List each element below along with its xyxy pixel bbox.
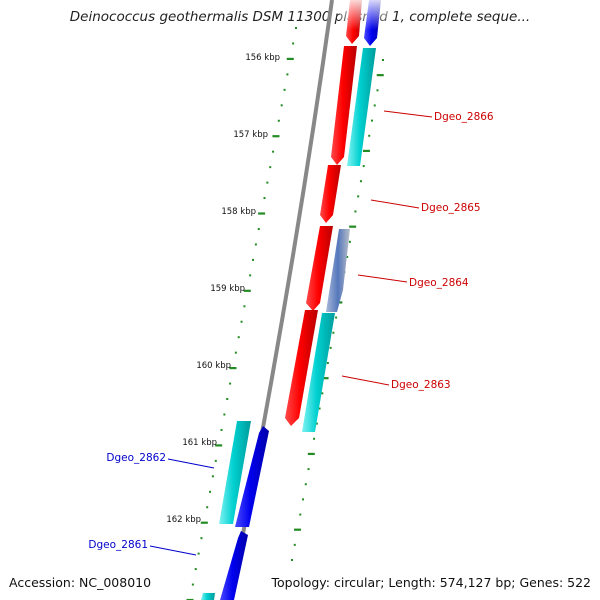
gene-features xyxy=(201,0,390,600)
kbp-label: 159 kbp xyxy=(210,284,245,294)
cds-dgeo-2863[interactable] xyxy=(302,313,335,432)
gene-dgeo-2862[interactable] xyxy=(235,426,269,527)
gene-label-dgeo-2865[interactable]: Dgeo_2865 xyxy=(421,202,481,214)
cds-dgeo-2866[interactable] xyxy=(347,48,376,166)
gene-labels: Dgeo_2866 Dgeo_2865 Dgeo_2864 Dgeo_2863 … xyxy=(88,111,494,551)
kbp-label: 160 kbp xyxy=(196,361,231,371)
gene-label-dgeo-2863[interactable]: Dgeo_2863 xyxy=(391,379,451,391)
kbp-label: 158 kbp xyxy=(221,207,256,217)
gene-label-dgeo-2866[interactable]: Dgeo_2866 xyxy=(434,111,494,123)
gene-dgeo-2861[interactable] xyxy=(220,531,248,600)
gene-label-dgeo-2861[interactable]: Dgeo_2861 xyxy=(88,539,148,551)
cds-dgeo-2861[interactable] xyxy=(201,593,215,600)
gene-dgeo-2863[interactable] xyxy=(285,310,318,426)
gene-dgeo-2864[interactable] xyxy=(306,226,333,311)
gene-label-leaders xyxy=(149,110,433,556)
kbp-label: 157 kbp xyxy=(233,130,268,140)
gene-dgeo-2866[interactable] xyxy=(331,46,357,165)
kbp-scale-labels: 156 kbp 157 kbp 158 kbp 159 kbp 160 kbp … xyxy=(166,53,280,525)
kbp-label: 161 kbp xyxy=(182,438,217,448)
cds-dgeo-2862[interactable] xyxy=(219,421,251,524)
accession-label: Accession: NC_008010 xyxy=(9,575,152,590)
kbp-label: 162 kbp xyxy=(166,515,201,525)
gene-label-dgeo-2862[interactable]: Dgeo_2862 xyxy=(106,452,166,464)
gene-dgeo-2865[interactable] xyxy=(320,165,341,223)
kbp-label: 156 kbp xyxy=(245,53,280,63)
cds-dgeo-2864[interactable] xyxy=(326,229,350,312)
genome-summary: Topology: circular; Length: 574,127 bp; … xyxy=(271,575,592,590)
gene-label-dgeo-2864[interactable]: Dgeo_2864 xyxy=(409,277,469,289)
map-title: Deinococcus geothermalis DSM 11300 plasm… xyxy=(69,9,531,25)
top-fade xyxy=(340,0,390,30)
tick-marks xyxy=(186,27,384,600)
